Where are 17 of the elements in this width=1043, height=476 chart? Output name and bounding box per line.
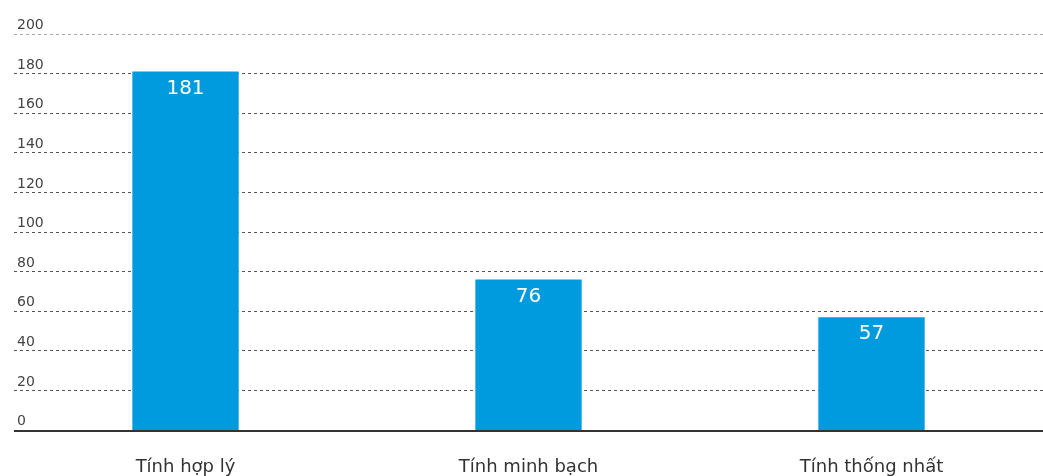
data-label: 76 (515, 282, 542, 307)
x-tick-label: Tính minh bạch (457, 454, 599, 476)
x-tick-label: Tính thống nhất (798, 454, 944, 476)
y-tick-label: 140 (17, 134, 44, 151)
data-label: 181 (166, 74, 205, 99)
y-tick-label: 200 (17, 16, 44, 33)
x-tick-label: Tính hợp lý (134, 454, 236, 476)
y-tick-label: 120 (17, 174, 44, 191)
y-tick-label: 100 (17, 214, 44, 231)
y-tick-label: 60 (17, 293, 35, 310)
y-tick-label: 0 (17, 412, 26, 429)
data-label: 57 (858, 320, 885, 345)
y-tick-label: 80 (17, 253, 35, 270)
y-tick-label: 20 (17, 372, 35, 389)
y-tick-label: 40 (17, 332, 35, 349)
y-tick-label: 180 (17, 55, 44, 72)
y-tick-label: 160 (17, 95, 44, 112)
